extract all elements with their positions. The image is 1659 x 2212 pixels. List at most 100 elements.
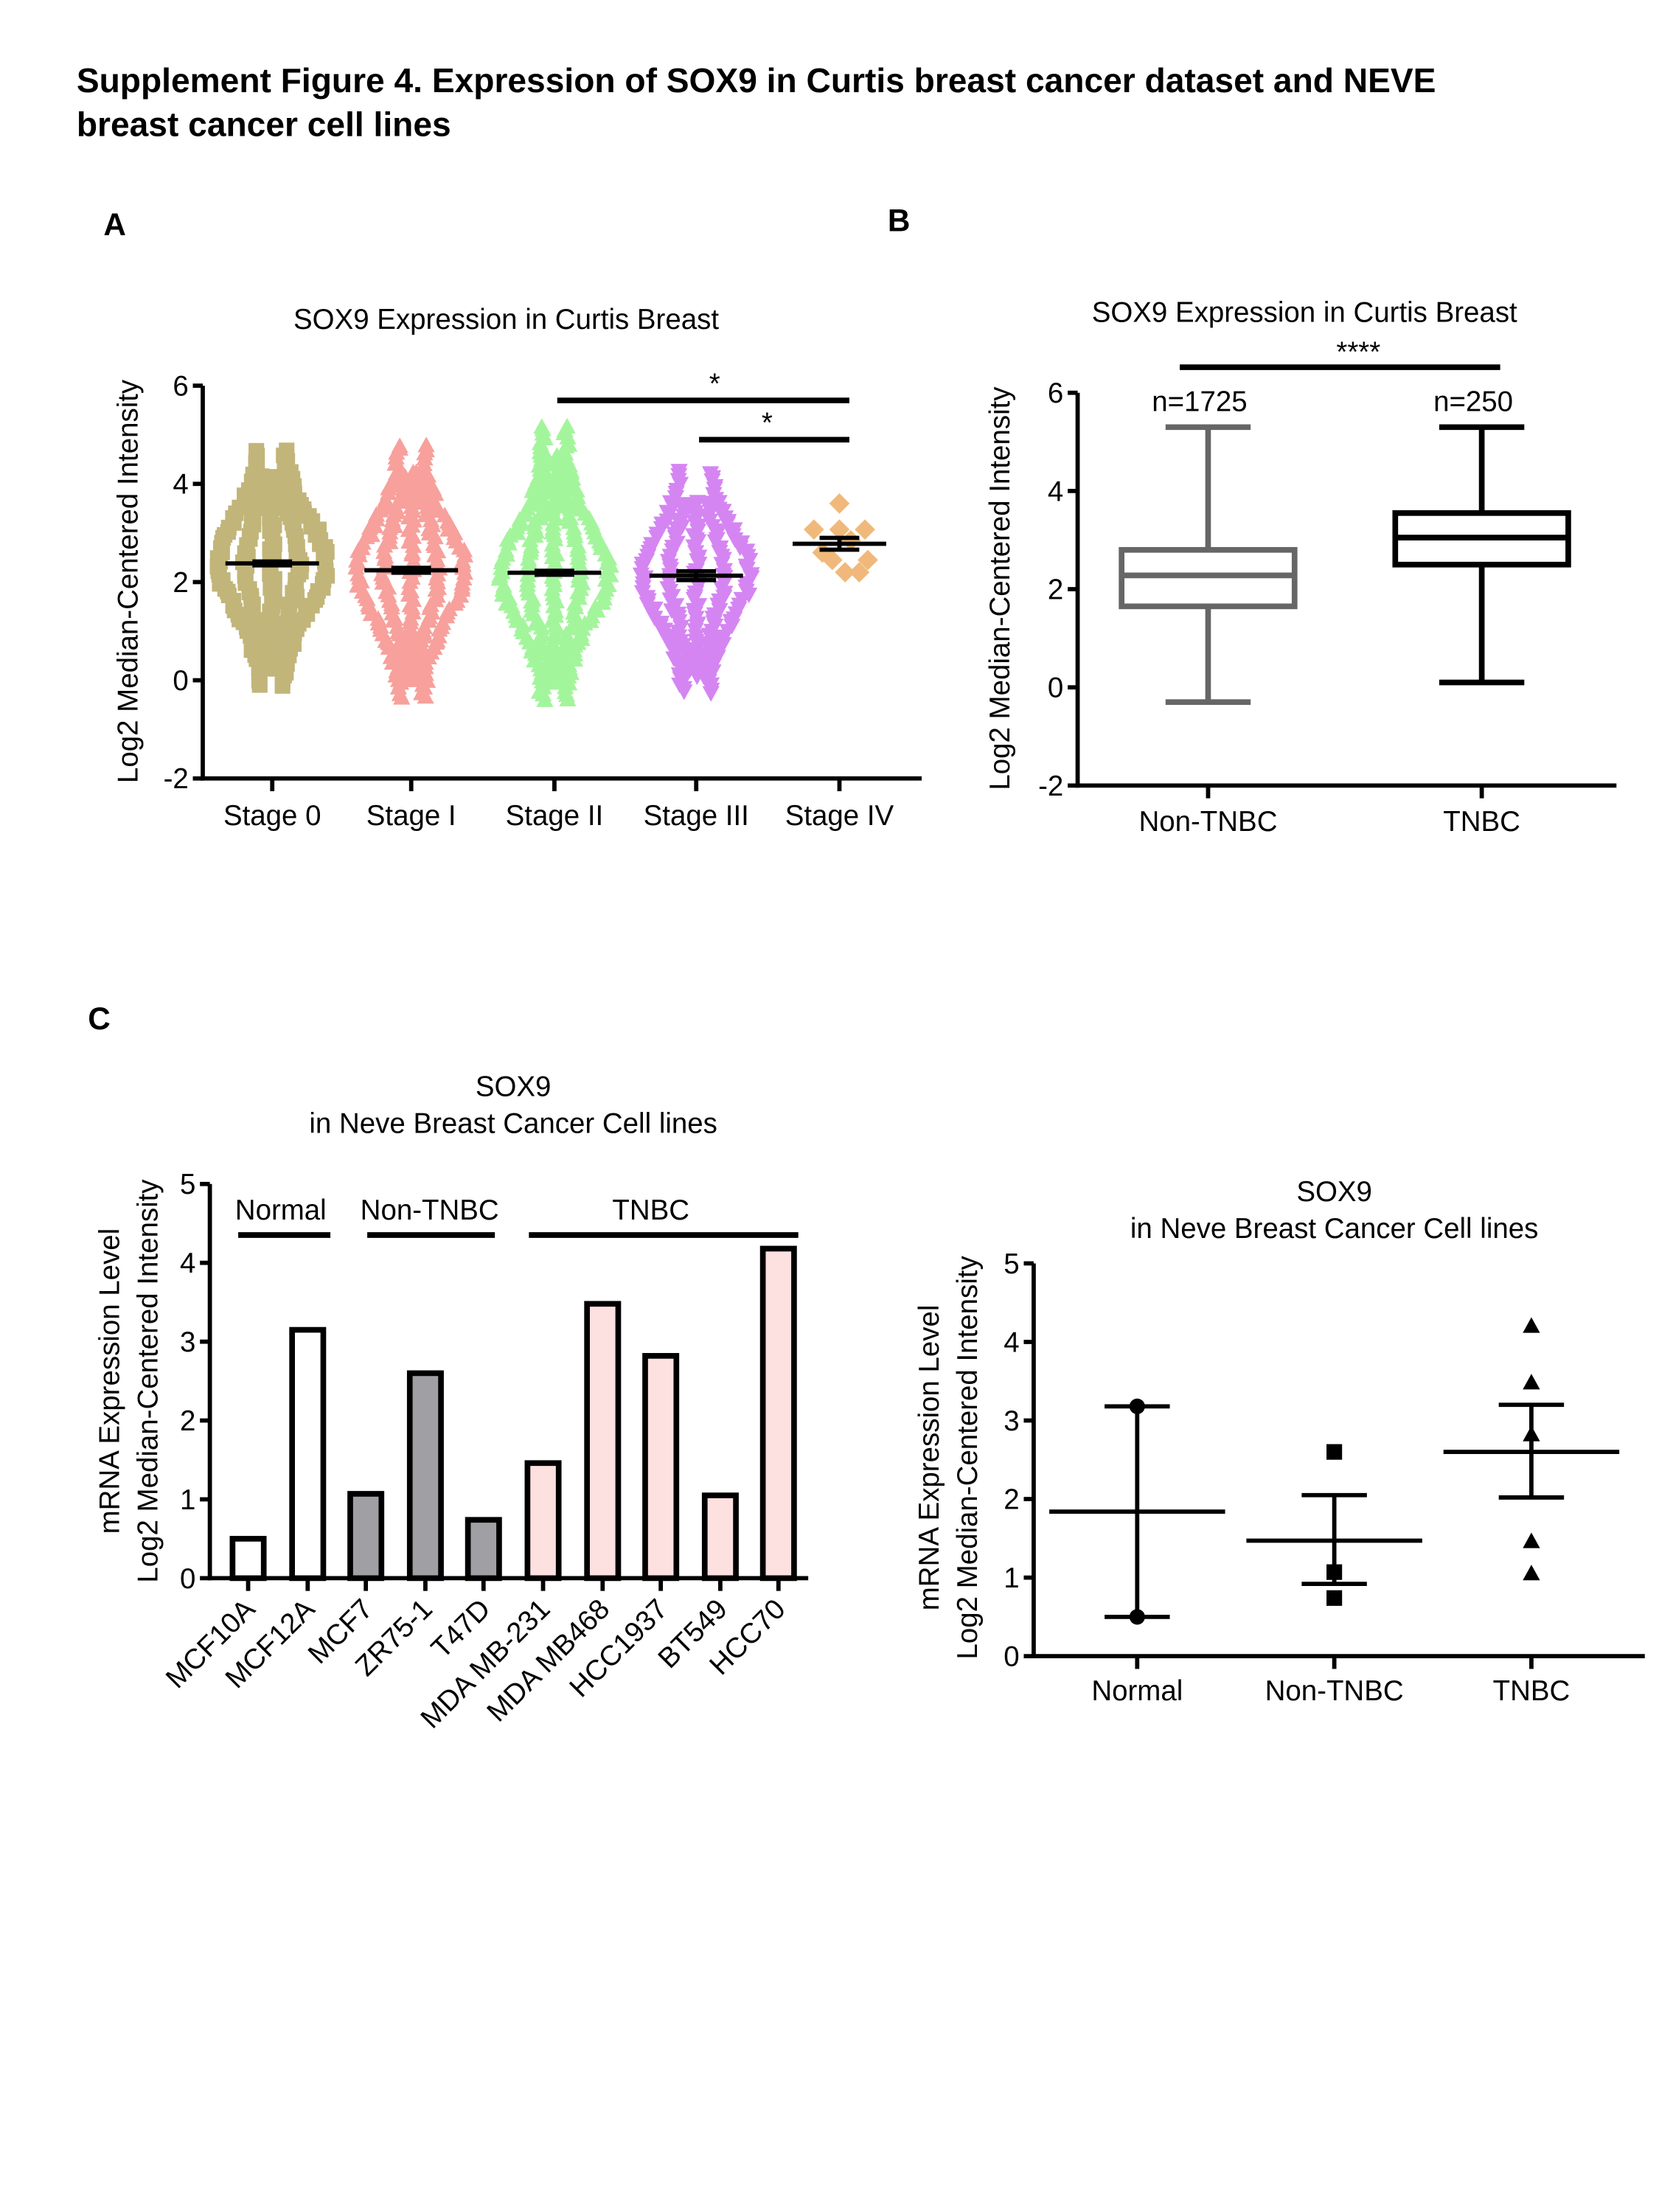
data-point	[675, 497, 694, 513]
y-tick-label: 5	[180, 1169, 195, 1200]
y-axis-label-line2: Log2 Median-Centered Intensity	[952, 1256, 984, 1660]
data-point	[632, 567, 650, 583]
y-tick-label: 1	[180, 1484, 195, 1516]
y-tick-label: 4	[180, 1248, 195, 1279]
bar-bt549	[701, 1492, 739, 1582]
y-tick-label: 5	[1004, 1248, 1019, 1280]
box-tnbc	[1392, 424, 1571, 686]
y-tick-label: 6	[173, 371, 188, 403]
y-tick-label: 6	[1048, 378, 1063, 409]
series-stage-0	[209, 442, 335, 694]
y-axis-label-line1: mRNA Expression Level	[914, 1305, 945, 1611]
data-point	[670, 464, 688, 480]
bar-mcf12a	[289, 1326, 327, 1582]
y-tick-label: 0	[173, 665, 188, 697]
data-point	[822, 549, 843, 571]
data-point	[1326, 1444, 1343, 1460]
y-axis-label: Log2 Median-Centered Intensity	[984, 386, 1016, 790]
y-tick-label: 3	[1004, 1405, 1019, 1437]
data-point	[698, 647, 716, 663]
panel-label-c: C	[88, 1001, 111, 1036]
figure-title-line1: Supplement Figure 4. Expression of SOX9 …	[77, 61, 1436, 100]
panel-c-bar-chart: SOX9 in Neve Breast Cancer Cell lines mR…	[94, 1071, 809, 1735]
data-point	[849, 562, 870, 582]
bar-t47d	[465, 1517, 502, 1582]
data-point	[688, 643, 706, 659]
data-point	[701, 466, 720, 482]
bar-mcf10a	[229, 1536, 267, 1582]
y-tick-label: -2	[1038, 771, 1063, 802]
chart-title-line1: SOX9	[1296, 1176, 1372, 1208]
y-tick-label: 2	[1048, 574, 1063, 606]
x-tick-label: Stage II	[506, 800, 604, 832]
data-point	[369, 610, 387, 626]
group-label: Normal	[235, 1194, 327, 1226]
sample-size-label: n=250	[1433, 386, 1513, 418]
data-point	[829, 519, 850, 540]
y-axis-label-line2: Log2 Median-Centered Intensity	[132, 1179, 164, 1583]
bar-mcf7	[347, 1491, 385, 1582]
data-point	[671, 678, 689, 694]
data-point	[1523, 1565, 1540, 1581]
data-point	[687, 629, 705, 645]
data-point	[279, 442, 295, 459]
panel-d-scatter-chart: SOX9 in Neve Breast Cancer Cell lines mR…	[914, 1176, 1645, 1707]
x-tick-label: Stage 0	[223, 800, 321, 832]
data-point	[1523, 1532, 1540, 1548]
y-axis-label-line1: mRNA Expression Level	[94, 1228, 126, 1534]
data-point	[417, 437, 435, 453]
data-point	[812, 542, 833, 563]
series-stage-i	[347, 437, 474, 705]
chart-title: SOX9 Expression in Curtis Breast	[293, 304, 719, 335]
series-stage-iii	[632, 464, 760, 702]
x-tick-label: Non-TNBC	[1265, 1675, 1404, 1707]
data-point	[855, 519, 875, 540]
box-non-tnbc	[1119, 424, 1298, 706]
data-point	[708, 532, 726, 548]
significance-label: ****	[1336, 336, 1380, 368]
data-point	[804, 519, 824, 540]
data-point	[558, 417, 576, 434]
data-point	[533, 418, 551, 434]
y-tick-label: -2	[164, 763, 189, 795]
data-point	[1326, 1590, 1343, 1606]
y-tick-label: 0	[1048, 672, 1063, 704]
panel-label-a: A	[103, 207, 126, 242]
chart-title-line2: in Neve Breast Cancer Cell lines	[309, 1108, 717, 1140]
x-tick-label: Stage III	[644, 800, 749, 832]
significance-label: *	[709, 368, 720, 400]
data-point	[697, 495, 715, 512]
bar-mda-mb468	[584, 1301, 622, 1582]
series-stage-iv	[804, 493, 878, 582]
data-point	[858, 549, 878, 571]
y-tick-label: 2	[180, 1405, 195, 1437]
significance-label: *	[762, 408, 773, 439]
figure-title-line2: breast cancer cell lines	[77, 105, 451, 144]
data-point	[586, 598, 605, 614]
y-tick-label: 0	[180, 1563, 195, 1595]
data-point	[1523, 1374, 1540, 1390]
x-tick-label: Non-TNBC	[1138, 806, 1277, 838]
y-tick-label: 4	[1048, 476, 1063, 507]
bar-hcc70	[759, 1245, 797, 1582]
x-tick-label: Stage I	[366, 800, 456, 832]
x-tick-label: TNBC	[1443, 806, 1520, 838]
data-point	[835, 562, 855, 582]
data-point	[248, 442, 265, 459]
data-point	[1523, 1317, 1540, 1333]
y-tick-label: 1	[1004, 1562, 1019, 1594]
x-tick-label: Normal	[1091, 1675, 1183, 1707]
x-tick-label: Stage IV	[785, 800, 894, 832]
y-tick-label: 4	[173, 469, 188, 501]
y-tick-label: 0	[1004, 1641, 1019, 1673]
bar-hcc1937	[642, 1353, 680, 1582]
x-tick-label: TNBC	[1493, 1675, 1571, 1707]
y-axis-label: Log2 Median-Centered Intensity	[113, 379, 145, 783]
panel-b-chart: SOX9 Expression in Curtis Breast Log2 Me…	[984, 297, 1617, 838]
bar-mda-mb-231	[524, 1460, 562, 1582]
y-tick-label: 2	[173, 567, 188, 599]
chart-title-line2: in Neve Breast Cancer Cell lines	[1130, 1213, 1539, 1245]
group-label: Non-TNBC	[361, 1194, 499, 1226]
data-point	[391, 437, 408, 453]
